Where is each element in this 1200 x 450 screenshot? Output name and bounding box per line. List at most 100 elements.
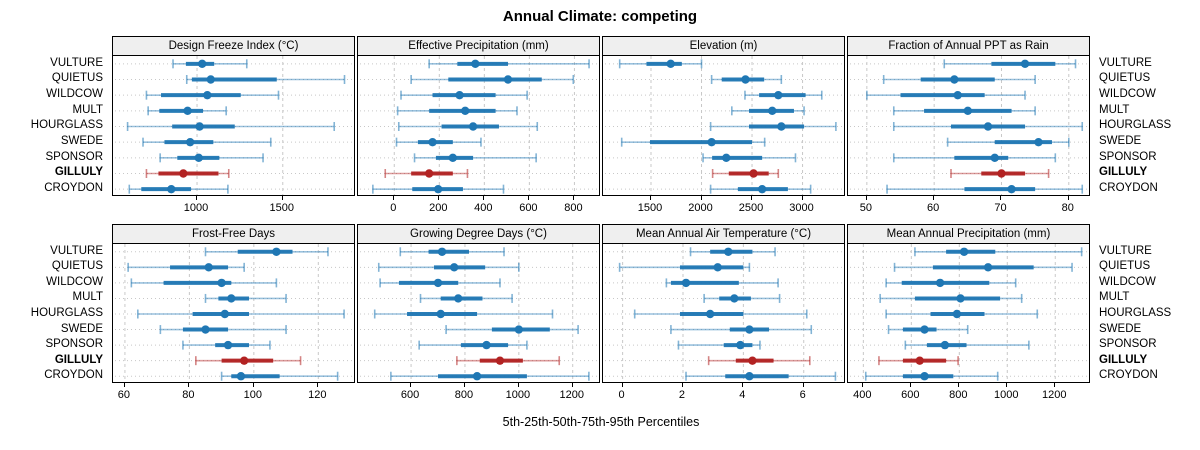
median-dot: [468, 122, 478, 131]
axis-tick-label: 80: [1061, 202, 1074, 214]
median-dot: [183, 106, 192, 116]
errorbar-swede: [142, 137, 272, 147]
median-dot: [997, 169, 1006, 178]
median-dot: [666, 59, 675, 69]
errorbar-swede: [159, 325, 287, 335]
median-dot: [1034, 137, 1043, 147]
median-dot: [983, 263, 993, 272]
median-dot: [167, 184, 176, 194]
panel-strip-title: Growing Degree Days (°C): [357, 224, 600, 244]
site-label-left-wildcow: WILDCOW: [46, 88, 103, 101]
errorbar-swede: [395, 137, 482, 147]
axis-tick-label: 0: [390, 202, 397, 214]
site-label-left-wildcow: WILDCOW: [46, 275, 103, 288]
errorbar-gilluly: [878, 356, 959, 366]
errorbar-vulture: [428, 59, 590, 69]
axis-tick-label: 0: [618, 389, 625, 401]
site-label-left-vulture: VULTURE: [50, 56, 103, 69]
panel-plot: [112, 243, 355, 383]
median-dot: [724, 247, 733, 256]
site-label-left-quietus: QUIETUS: [51, 72, 103, 85]
median-dot: [952, 309, 962, 319]
errorbar-mult: [703, 293, 781, 303]
errorbar-hourglass: [397, 122, 539, 131]
axis-tick-label: 100: [243, 389, 263, 401]
errorbar-hourglass: [373, 309, 554, 319]
site-label-left-sponsor: SPONSOR: [45, 150, 103, 163]
site-label-left-mult: MULT: [72, 291, 103, 304]
median-dot: [482, 340, 491, 350]
errorbar-quietus: [410, 75, 575, 84]
errorbar-croydon: [864, 371, 999, 381]
panel-plot: [602, 55, 845, 196]
errorbar-wildcow: [885, 278, 1017, 288]
median-dot: [681, 278, 691, 288]
axis-tick-label: 200: [429, 202, 448, 214]
axis-tick-mark: [393, 195, 395, 200]
errorbar-vulture: [689, 247, 776, 257]
errorbar-mult: [731, 106, 805, 116]
median-dot: [749, 169, 758, 178]
median-dot: [223, 340, 233, 350]
errorbar-hourglass: [633, 309, 808, 319]
errorbar-croydon: [709, 184, 812, 194]
median-dot: [437, 247, 447, 256]
median-dot: [236, 372, 246, 381]
median-dot: [206, 75, 215, 84]
axis-tick-mark: [802, 382, 804, 387]
errorbar-quietus: [185, 75, 346, 84]
errorbar-hourglass: [137, 309, 345, 319]
errorbar-wildcow: [130, 278, 278, 288]
median-dot: [428, 137, 437, 147]
median-dot: [217, 278, 226, 288]
axis-tick-mark: [801, 195, 803, 200]
errorbar-mult: [147, 106, 227, 116]
axis-tick-mark: [571, 382, 573, 387]
errorbar-swede: [670, 325, 813, 335]
axis-tick-label: 70: [994, 202, 1007, 214]
median-dot: [950, 75, 959, 84]
site-label-left-hourglass: HOURGLASS: [30, 119, 103, 132]
site-label-right-gilluly: GILLULY: [1099, 166, 1148, 179]
axis-tick-mark: [1054, 382, 1056, 387]
site-label-left-gilluly: GILLULY: [54, 353, 103, 366]
errorbar-quietus: [127, 262, 245, 272]
errorbar-gilluly: [707, 356, 811, 366]
x-axis-label: 5th-25th-50th-75th-95th Percentiles: [502, 415, 700, 429]
axis-tick-label: 50: [859, 202, 872, 214]
axis-tick-label: 2: [678, 389, 686, 401]
median-dot: [757, 184, 767, 194]
median-dot: [959, 247, 969, 256]
errorbar-sponsor: [159, 153, 264, 163]
median-dot: [179, 169, 188, 178]
median-dot: [197, 59, 207, 69]
median-dot: [449, 263, 459, 272]
axis-tick-mark: [517, 382, 519, 387]
panel-plot: [112, 55, 355, 196]
axis-tick-mark: [188, 382, 190, 387]
panel-plot: [357, 55, 600, 196]
median-dot: [471, 59, 480, 69]
axis-tick-mark: [910, 382, 912, 387]
site-label-left-croydon: CROYDON: [44, 182, 103, 195]
axis-tick-mark: [862, 382, 864, 387]
median-dot: [239, 356, 249, 365]
median-dot: [730, 294, 739, 303]
errorbar-mult: [396, 106, 518, 116]
errorbar-wildcow: [665, 278, 779, 288]
errorbar-mult: [892, 106, 1036, 116]
axis-tick-mark: [463, 382, 465, 387]
axis-tick-label: 120: [308, 389, 327, 401]
errorbar-sponsor: [892, 153, 1057, 163]
axis-tick-label: 800: [564, 202, 583, 214]
axis-tick-label: 1000: [505, 389, 531, 401]
median-dot: [713, 263, 722, 272]
errorbar-quietus: [377, 262, 520, 272]
errorbar-croydon: [128, 184, 229, 194]
median-dot: [990, 153, 999, 163]
axis-tick-mark: [933, 195, 935, 200]
median-dot: [940, 340, 950, 350]
axis-tick-label: 80: [182, 389, 195, 401]
errorbar-croydon: [390, 371, 590, 381]
site-label-left-swede: SWEDE: [60, 322, 103, 335]
